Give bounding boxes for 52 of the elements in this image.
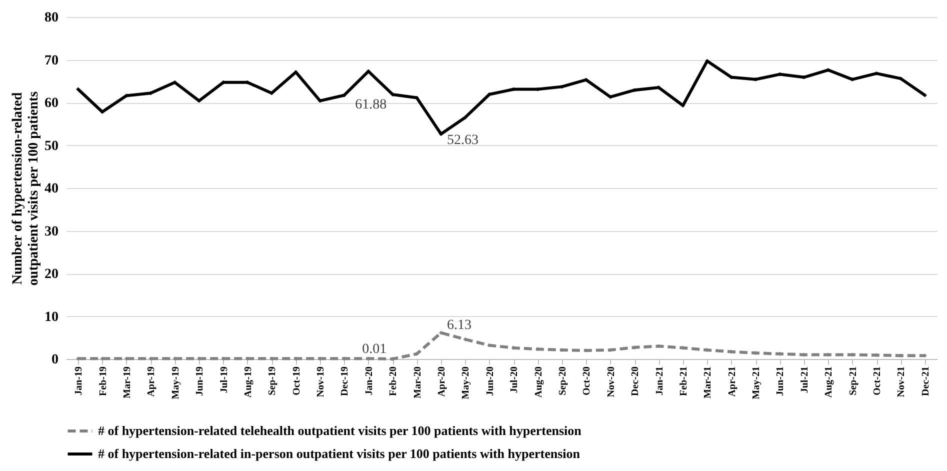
x-tick-label: Apr-21 [726, 366, 738, 397]
annotation: 6.13 [447, 318, 472, 333]
x-tick-label: Dec-21 [920, 366, 932, 396]
x-tick-label: Feb-19 [98, 366, 109, 396]
x-tick-label: May-20 [460, 366, 472, 400]
x-tick-label: Nov-21 [896, 366, 908, 398]
x-tick-label: Aug-21 [824, 366, 835, 398]
x-tick-label: Sep-19 [267, 366, 278, 396]
x-tick-label: Oct-21 [872, 366, 884, 396]
x-tick-label: Mar-19 [122, 366, 133, 398]
x-tick-label: Feb-21 [678, 366, 690, 396]
x-tick-label: Mar-21 [702, 366, 714, 398]
y-tick-label: 0 [52, 352, 58, 368]
y-tick-label: 70 [44, 53, 58, 68]
y-tick-label: 10 [44, 310, 58, 325]
x-tick-label: Apr-19 [146, 366, 158, 397]
y-tick-label: 30 [44, 224, 58, 240]
x-tick-label: Mar-20 [412, 366, 424, 398]
x-tick-label: Nov-20 [606, 366, 617, 398]
y-tick-label: 80 [44, 10, 58, 26]
x-tick-label: Sep-20 [557, 366, 568, 396]
annotation: 52.63 [447, 133, 479, 148]
y-tick-label: 50 [44, 138, 58, 154]
x-tick-label: Jun-19 [194, 366, 206, 396]
x-tick-label: Oct-20 [582, 366, 593, 396]
annotation: 61.88 [355, 97, 387, 112]
y-tick-label: 20 [44, 267, 58, 282]
x-tick-label: Jun-20 [484, 366, 496, 396]
x-tick-label: Dec-19 [340, 366, 351, 396]
x-tick-label: Apr-20 [436, 366, 448, 397]
x-tick-label: Jul-20 [509, 366, 520, 394]
x-tick-label: Feb-20 [388, 366, 400, 396]
y-tick-label: 40 [44, 182, 58, 196]
legend-label: # of hypertension-related in-person outpatient visits per 100 patients with hypertension [98, 446, 581, 461]
legend-label: # of hypertension-related telehealth outpatient visits per 100 patients with hypertension [98, 423, 582, 438]
x-tick-label: Jul-19 [218, 366, 230, 394]
annotation: 0.01 [362, 342, 387, 357]
x-tick-label: Dec-20 [630, 366, 642, 396]
x-tick-label: Oct-19 [291, 366, 302, 396]
x-tick-label: Jun-21 [775, 366, 786, 396]
x-tick-label: Jan-20 [364, 366, 375, 396]
x-tick-label: Aug-19 [242, 366, 254, 398]
x-tick-label: Aug-20 [533, 366, 544, 398]
x-tick-label: Sep-21 [848, 366, 859, 396]
x-tick-label: Jan-21 [654, 366, 666, 396]
x-tick-label: May-21 [751, 366, 762, 400]
x-tick-label: Jan-19 [74, 366, 85, 396]
y-axis-title: Number of hypertension-related outpatient visits per 100 patients [10, 90, 42, 286]
y-tick-label: 60 [44, 96, 58, 111]
x-tick-label: Nov-19 [316, 366, 327, 398]
x-tick-label: Jul-21 [799, 366, 810, 394]
x-tick-label: May-19 [170, 366, 182, 400]
